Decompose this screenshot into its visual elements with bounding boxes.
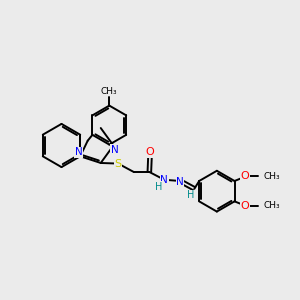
Text: N: N [160, 175, 168, 185]
Text: H: H [187, 190, 194, 200]
Text: O: O [146, 148, 154, 158]
Text: O: O [241, 172, 249, 182]
Text: CH₃: CH₃ [263, 172, 280, 181]
Text: S: S [115, 159, 122, 169]
Text: O: O [241, 201, 249, 211]
Text: CH₃: CH₃ [263, 201, 280, 210]
Text: N: N [74, 147, 82, 157]
Text: H: H [155, 182, 163, 192]
Text: N: N [176, 177, 184, 187]
Text: CH₃: CH₃ [101, 87, 118, 96]
Text: N: N [111, 145, 119, 155]
